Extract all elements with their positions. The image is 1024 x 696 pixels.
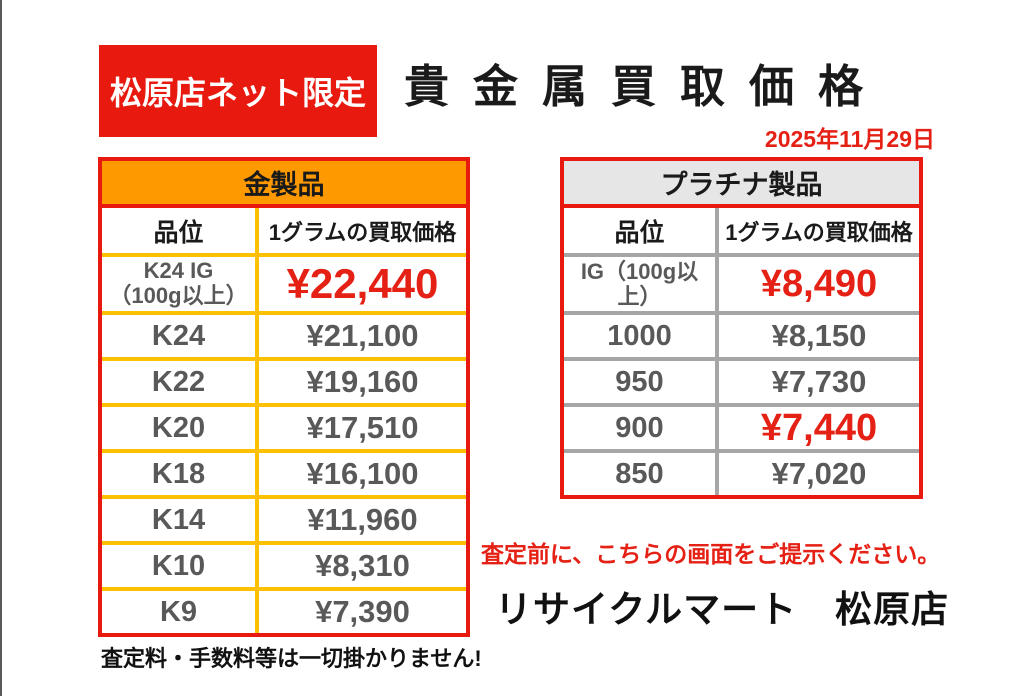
- table-row: 850 ¥7,020: [564, 449, 919, 495]
- grade-cell: K14: [102, 499, 259, 541]
- table-row: K20 ¥17,510: [102, 403, 466, 449]
- price-date: 2025年11月29日: [764, 126, 935, 152]
- gold-price-table: 金製品 品位 1グラムの買取価格 K24 IG （100g以上） ¥22,440…: [98, 157, 470, 637]
- price-cell: ¥7,020: [771, 456, 867, 491]
- table-row: 950 ¥7,730: [564, 357, 919, 403]
- gold-table-title: 金製品: [102, 161, 466, 208]
- price-cell: ¥22,440: [286, 260, 439, 307]
- price-cell: ¥8,490: [760, 262, 878, 305]
- price-cell: ¥7,730: [771, 364, 867, 399]
- grade-label: K24 IG: [143, 258, 214, 284]
- price-cell: ¥7,390: [315, 594, 410, 629]
- price-cell: ¥11,960: [307, 502, 418, 537]
- price-cell: ¥8,310: [315, 548, 410, 583]
- platinum-price-table: プラチナ製品 品位 1グラムの買取価格 IG（100g以上） ¥8,490 10…: [560, 157, 923, 499]
- grade-cell: 950: [564, 361, 719, 403]
- column-header-grade: 品位: [102, 208, 259, 253]
- platinum-table-title: プラチナ製品: [564, 161, 919, 208]
- fee-disclaimer: 査定料・手数料等は一切掛かりません!: [101, 646, 482, 671]
- assessment-notice: 査定前に、こちらの画面をご提示ください。: [481, 541, 941, 567]
- store-badge: 松原店ネット限定: [99, 45, 377, 137]
- grade-cell: K9: [102, 591, 259, 633]
- table-row: K24 IG （100g以上） ¥22,440: [102, 253, 466, 311]
- price-cell: ¥7,440: [760, 406, 878, 449]
- grade-cell: K10: [102, 545, 259, 587]
- column-header-price: 1グラムの買取価格: [725, 219, 913, 245]
- table-row: K9 ¥7,390: [102, 587, 466, 633]
- grade-cell: IG（100g以上）: [564, 257, 719, 311]
- grade-cell: K24 IG （100g以上）: [102, 257, 259, 311]
- store-name: リサイクルマート 松原店: [495, 589, 950, 630]
- table-row: K18 ¥16,100: [102, 449, 466, 495]
- grade-cell: K24: [102, 315, 259, 357]
- screen-edge-line: [0, 0, 2, 696]
- table-row: IG（100g以上） ¥8,490: [564, 253, 919, 311]
- table-row: K14 ¥11,960: [102, 495, 466, 541]
- table-row: K22 ¥19,160: [102, 357, 466, 403]
- grade-note: （100g以上）: [109, 283, 248, 308]
- price-cell: ¥19,160: [306, 364, 419, 399]
- grade-cell: K22: [102, 361, 259, 403]
- price-cell: ¥21,100: [306, 318, 419, 353]
- table-row: 900 ¥7,440: [564, 403, 919, 449]
- page-title: 貴金属買取価格: [404, 61, 888, 112]
- gold-table-header-row: 品位 1グラムの買取価格: [102, 208, 466, 253]
- grade-cell: 1000: [564, 315, 719, 357]
- store-badge-label: 松原店ネット限定: [109, 75, 366, 111]
- table-row: 1000 ¥8,150: [564, 311, 919, 357]
- price-cell: ¥17,510: [306, 410, 419, 445]
- column-header-price: 1グラムの買取価格: [268, 219, 457, 245]
- price-cell: ¥16,100: [306, 456, 419, 491]
- table-row: K10 ¥8,310: [102, 541, 466, 587]
- grade-cell: 850: [564, 453, 719, 495]
- grade-cell: 900: [564, 407, 719, 449]
- grade-cell: K18: [102, 453, 259, 495]
- grade-cell: K20: [102, 407, 259, 449]
- table-row: K24 ¥21,100: [102, 311, 466, 357]
- column-header-grade: 品位: [564, 208, 719, 253]
- price-cell: ¥8,150: [771, 318, 867, 353]
- platinum-table-header-row: 品位 1グラムの買取価格: [564, 208, 919, 253]
